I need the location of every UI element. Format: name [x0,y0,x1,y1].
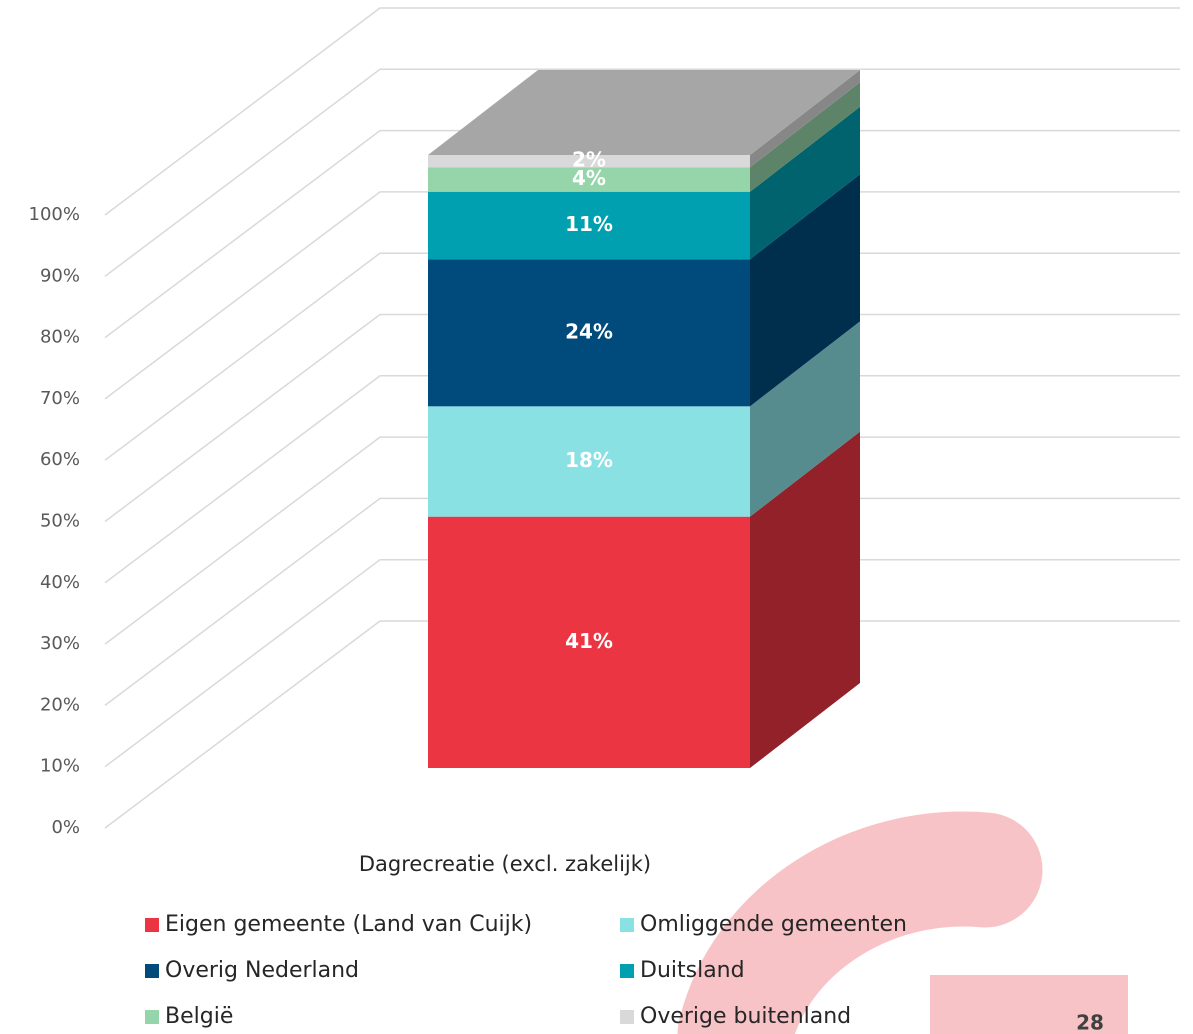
grid-line [104,620,1180,829]
decoration: 28 [677,811,1128,1034]
grid-line [104,252,1180,461]
y-tick-label: 60% [40,449,80,470]
y-tick-label: 90% [40,265,80,286]
y-tick-label: 30% [40,633,80,654]
legend-label: Overige buitenland [640,1004,851,1029]
x-tick-label: Dagrecreatie (excl. zakelijk) [359,852,651,876]
legend-swatch [620,918,634,932]
grid-line [104,7,1180,216]
page-number: 28 [1076,1011,1104,1034]
y-tick-label: 80% [40,327,80,348]
grid-line [104,558,1180,768]
grid-line [104,129,1180,339]
bar-segment [428,191,750,260]
grid-line [104,191,1180,400]
legend-label: Eigen gemeente (Land van Cuijk) [165,912,532,937]
bar-side [750,82,860,192]
bar-side [750,174,860,407]
y-tick-label: 50% [40,511,80,532]
bar-segment [428,516,750,768]
data-label: 24% [565,319,613,343]
bar-side [750,70,860,168]
y-tick-label: 100% [29,204,80,225]
data-label: 2% [572,148,606,172]
data-label: 41% [565,629,613,653]
grid-line [104,375,1180,584]
y-tick-label: 0% [51,817,80,838]
bar-segment [428,259,750,407]
y-tick-label: 70% [40,388,80,409]
data-label: 4% [572,166,606,190]
data-label: 18% [565,448,613,472]
bar-side [750,106,860,260]
bar-side [750,321,860,517]
bar-segment [428,167,750,192]
decor-arc [677,811,1043,1034]
bar-side [750,431,860,768]
grid-line [104,68,1180,277]
legend-swatch [620,1010,634,1024]
bar-segment [428,155,750,168]
legend-label: Duitsland [640,958,745,983]
legend-label: Omliggende gemeenten [640,912,907,937]
grid-line [104,436,1180,645]
bar-segment [428,406,750,517]
legend-swatch [145,1010,159,1024]
legend-swatch [145,918,159,932]
decor-block [930,975,1128,1034]
legend-swatch [145,964,159,978]
grid-line [104,313,1180,523]
data-label: 11% [565,212,613,236]
grid-line [104,497,1180,706]
grid [104,7,1180,829]
y-tick-label: 20% [40,694,80,715]
y-tick-label: 40% [40,572,80,593]
legend-label: Overig Nederland [165,958,359,983]
bar-top [428,70,860,155]
legend-swatch [620,964,634,978]
legend-label: België [165,1004,233,1029]
y-tick-label: 10% [40,756,80,777]
